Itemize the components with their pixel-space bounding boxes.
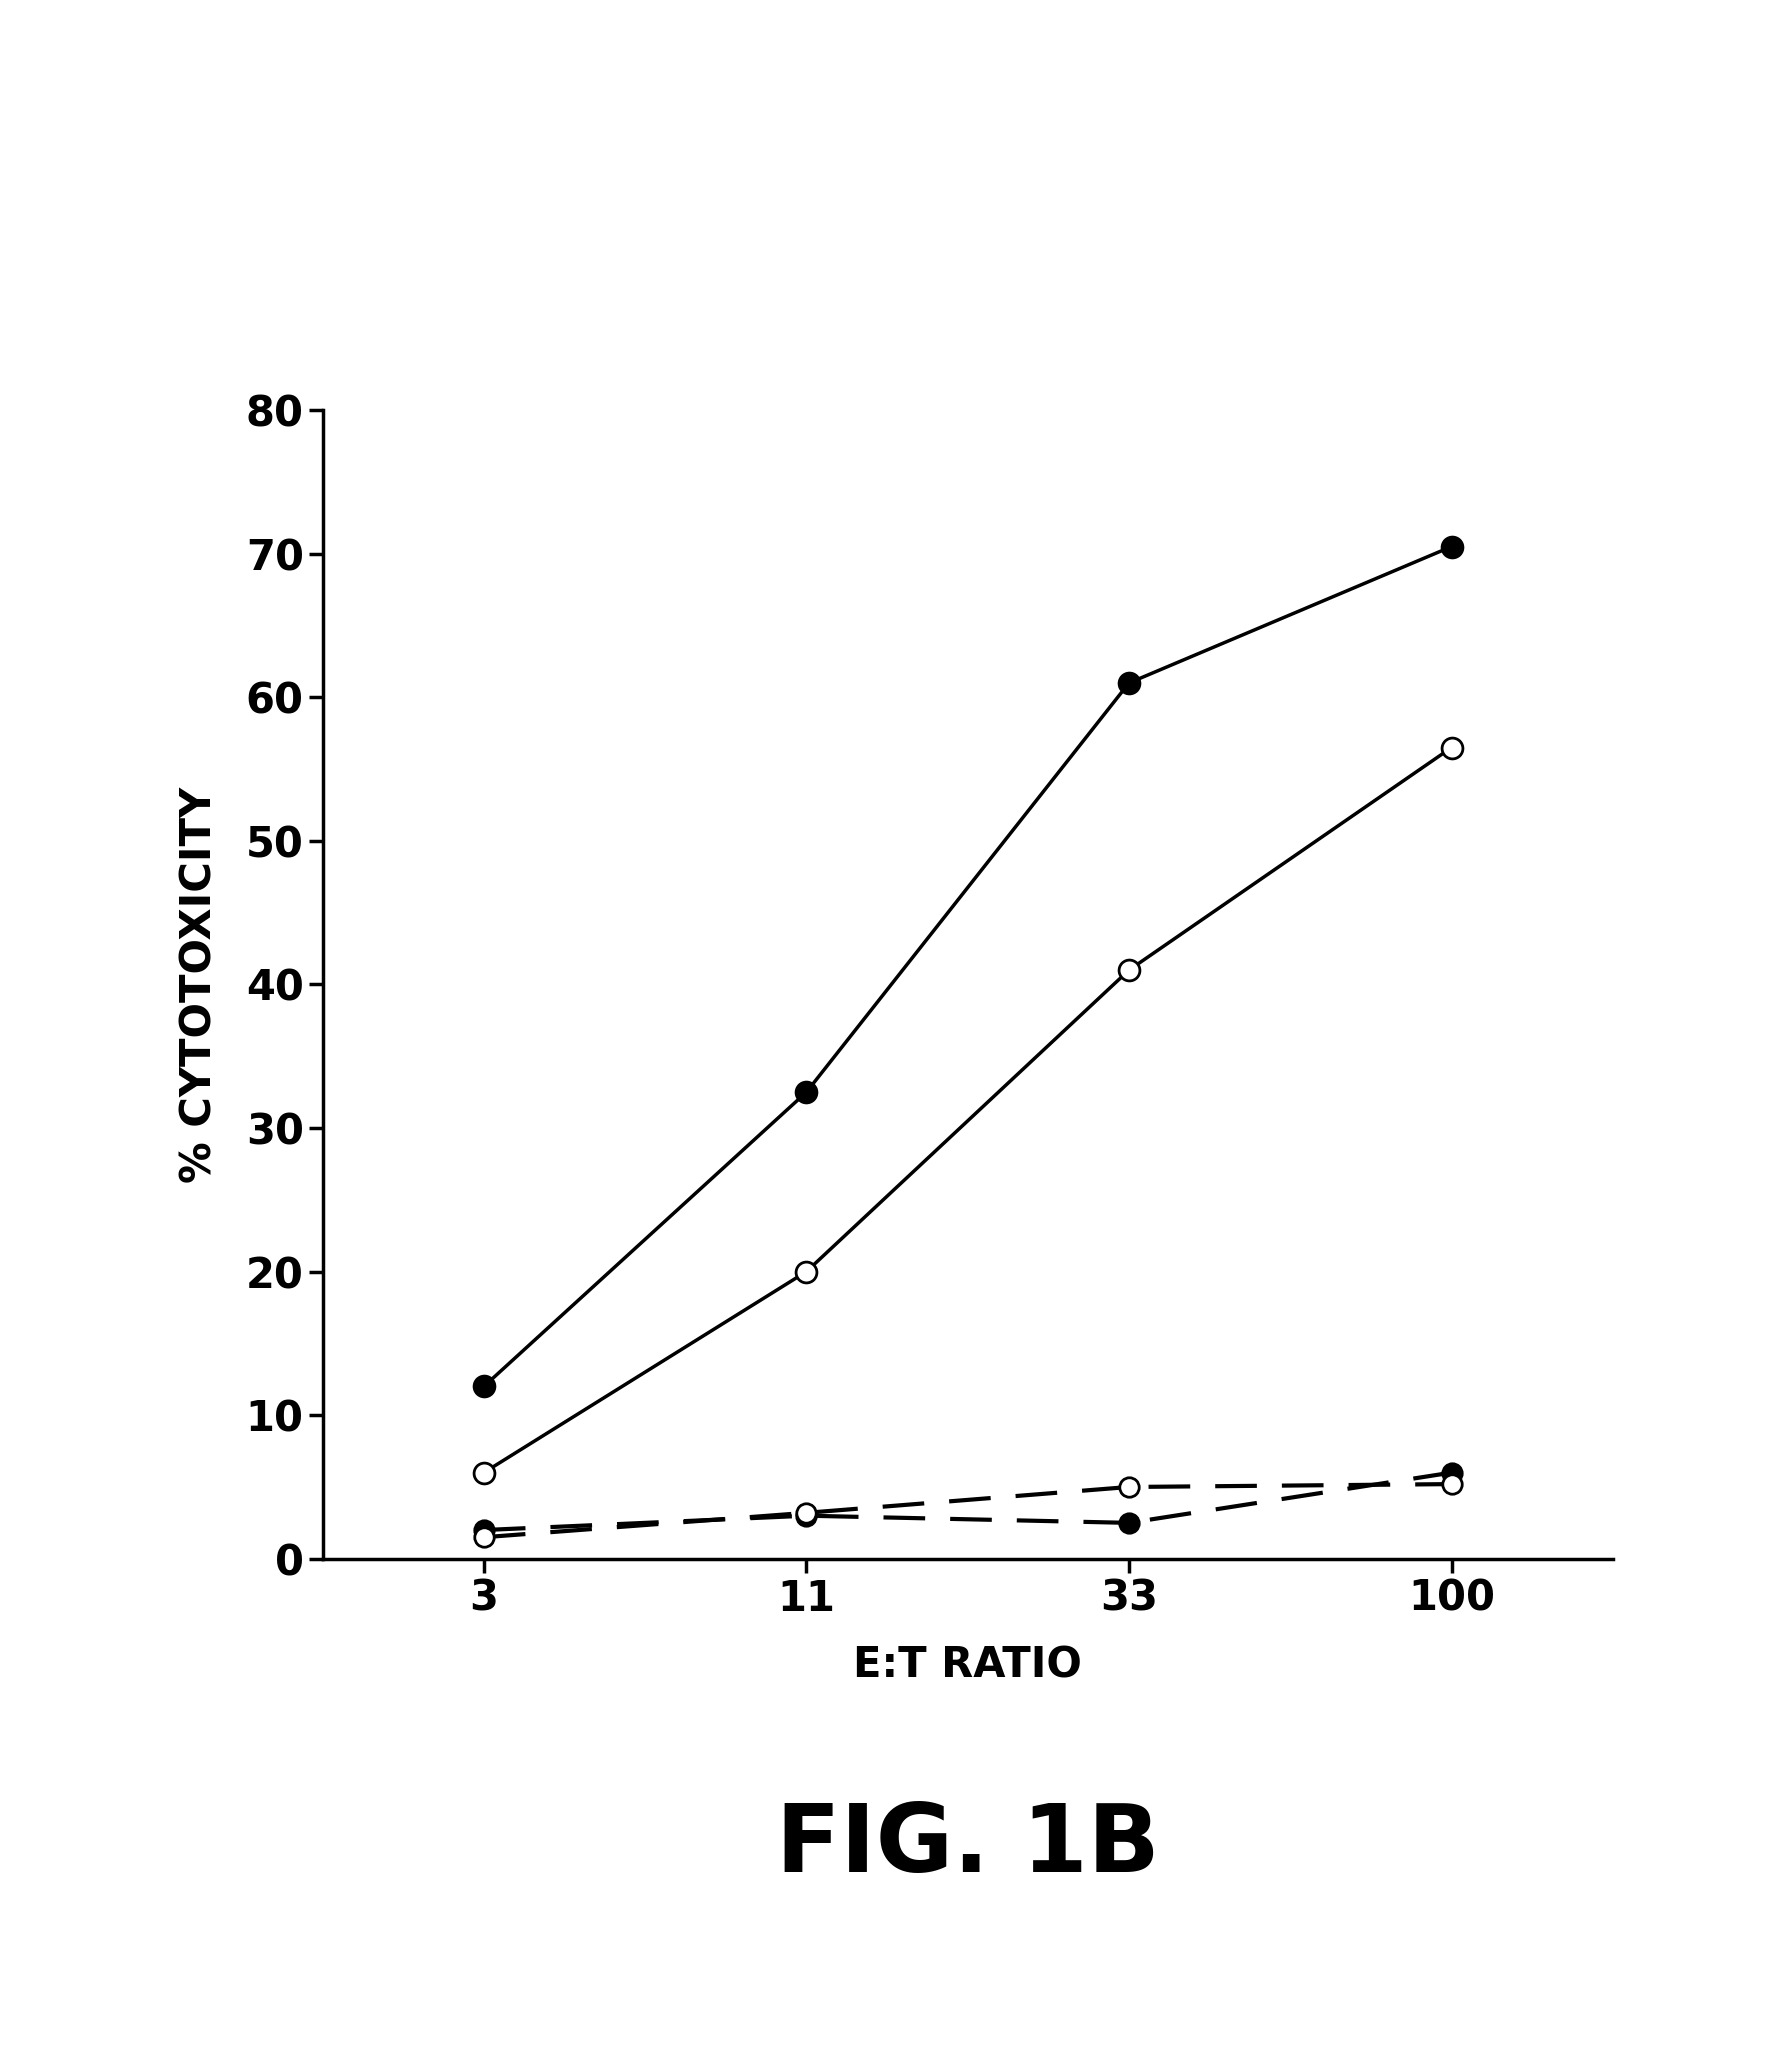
Y-axis label: % CYTOTOXICITY: % CYTOTOXICITY bbox=[179, 786, 220, 1183]
Text: FIG. 1B: FIG. 1B bbox=[776, 1801, 1159, 1891]
X-axis label: E:T RATIO: E:T RATIO bbox=[853, 1645, 1082, 1686]
